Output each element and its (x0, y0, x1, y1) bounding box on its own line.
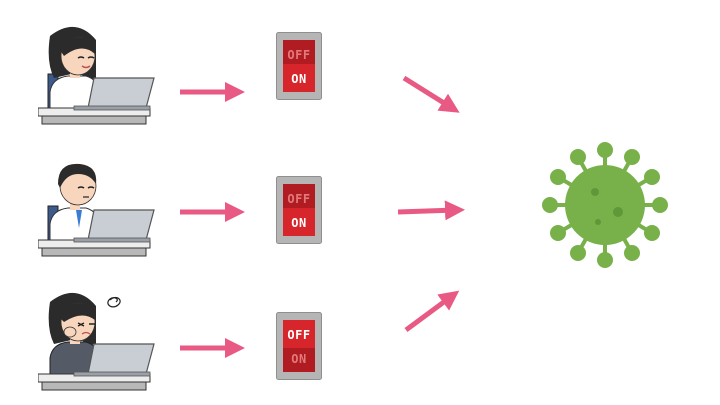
switch-off-label: OFF (287, 192, 310, 206)
switch-on-label: ON (291, 216, 306, 230)
arrow-to-virus-3 (404, 290, 460, 333)
switch-on-label: ON (291, 352, 306, 366)
switch-off-label: OFF (287, 328, 310, 342)
arrow-to-virus-1 (402, 75, 460, 113)
power-switch-2[interactable]: OFF ON (276, 176, 322, 244)
switch-on-label: ON (291, 72, 306, 86)
power-switch-3[interactable]: OFF ON (276, 312, 322, 380)
office-worker-woman-laptop (37, 22, 168, 132)
power-switch-1[interactable]: OFF ON (276, 32, 322, 100)
switch-off-label: OFF (287, 48, 310, 62)
arrow-to-virus-2 (397, 200, 465, 221)
tired-office-worker-laptop (37, 288, 168, 398)
virus-icon (540, 140, 670, 270)
office-worker-man-laptop (37, 154, 168, 264)
